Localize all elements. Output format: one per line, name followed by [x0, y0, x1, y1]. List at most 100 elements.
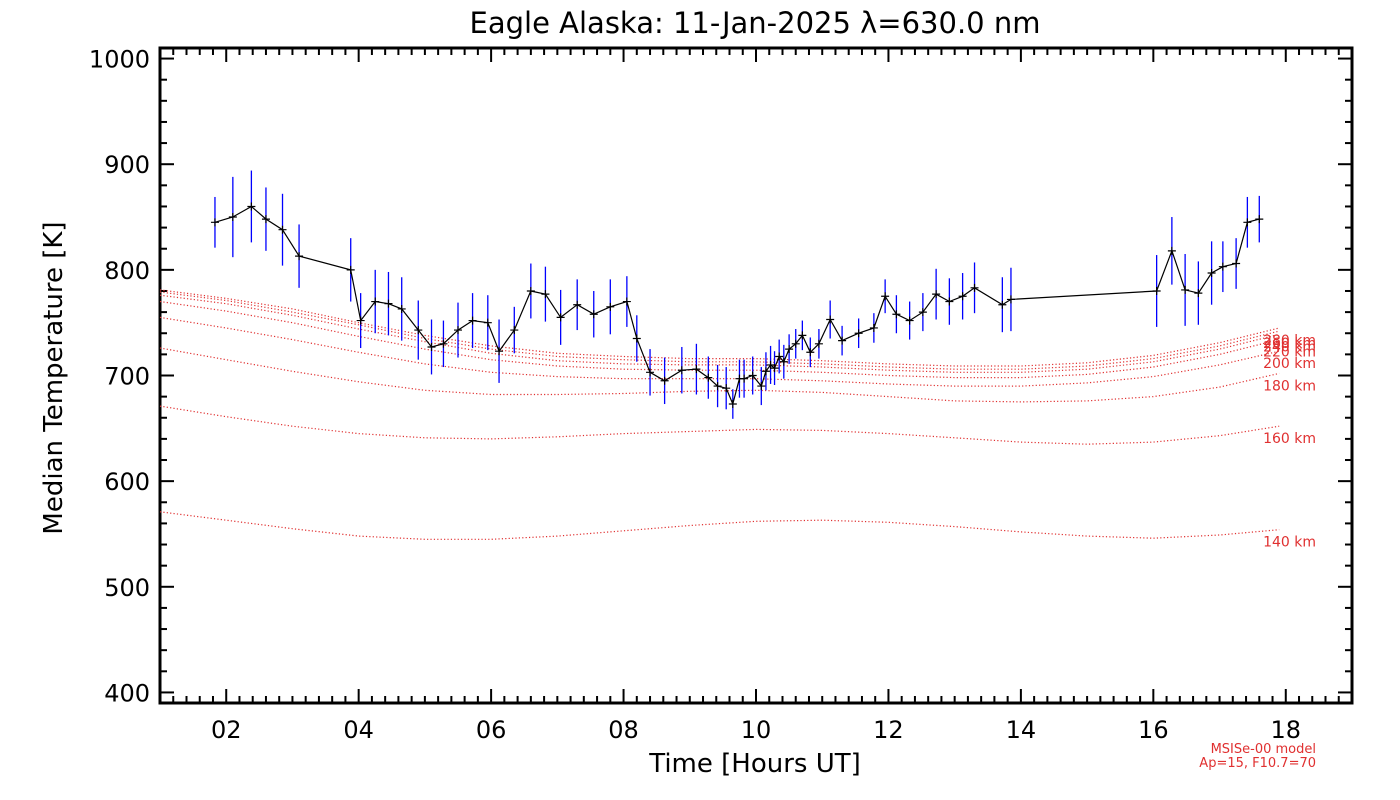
data-point	[757, 382, 766, 391]
data-point	[247, 202, 256, 211]
y-tick-label: 700	[104, 363, 150, 391]
model-curve-label: 200 km	[1263, 356, 1316, 372]
data-point	[483, 318, 492, 327]
x-tick-label: 16	[1138, 716, 1169, 744]
data-point	[970, 283, 979, 292]
data-point	[748, 371, 757, 380]
data-point	[692, 365, 701, 374]
x-axis-label: Time [Hours UT]	[648, 749, 861, 779]
data-point	[1255, 215, 1264, 224]
data-point	[881, 292, 890, 301]
data-point	[278, 225, 287, 234]
x-tick-label: 14	[1006, 716, 1037, 744]
x-tick-label: 02	[211, 716, 242, 744]
model-curve	[159, 300, 1280, 379]
data-point	[791, 339, 800, 348]
data-point	[210, 218, 219, 227]
data-point	[814, 339, 823, 348]
model-label-line1: MSISe-00 model	[1211, 742, 1316, 757]
data-point	[1194, 289, 1203, 298]
data-point	[439, 339, 448, 348]
axis-ticks	[159, 48, 1353, 703]
y-tick-label: 1000	[89, 46, 150, 74]
data-point	[660, 376, 669, 385]
data-point	[556, 313, 565, 322]
data-point	[775, 352, 784, 361]
data-point	[838, 336, 847, 345]
data-point	[468, 316, 477, 325]
y-tick-label: 600	[104, 468, 150, 496]
model-curve	[159, 294, 1280, 373]
model-curve	[159, 347, 1280, 403]
model-curve-label: 220 km	[1263, 345, 1316, 361]
measured-line	[214, 205, 1260, 406]
data-point	[495, 347, 504, 356]
data-point	[740, 374, 749, 383]
model-curve	[159, 511, 1280, 540]
data-point	[427, 342, 436, 351]
data-point	[295, 252, 304, 261]
model-curve-label: 180 km	[1263, 378, 1316, 394]
data-point	[826, 315, 835, 324]
data-point	[1152, 286, 1161, 295]
data-point	[397, 304, 406, 313]
y-tick-label: 400	[104, 679, 150, 707]
model-curve-label: 140 km	[1263, 535, 1316, 551]
model-label-line2: Ap=15, F10.7=70	[1199, 756, 1316, 771]
data-point	[998, 300, 1007, 309]
data-point	[905, 316, 914, 325]
data-point	[869, 323, 878, 332]
data-point	[371, 297, 380, 306]
x-tick-labels: 02 04 06 08 10 12 14 16 18	[211, 716, 1301, 744]
data-point	[573, 300, 582, 309]
x-tick-label: 18	[1271, 716, 1302, 744]
data-point	[510, 326, 519, 335]
data-point	[728, 400, 737, 409]
y-tick-label: 900	[104, 151, 150, 179]
data-point	[622, 297, 631, 306]
chart-title: Eagle Alaska: 11-Jan-2025 λ=630.0 nm	[470, 6, 1041, 40]
model-curve	[159, 316, 1280, 387]
model-curves	[159, 289, 1280, 540]
data-point	[1207, 269, 1216, 278]
data-point	[779, 357, 788, 366]
data-point	[713, 382, 722, 391]
model-curve	[159, 405, 1280, 445]
data-point	[606, 302, 615, 311]
data-point	[632, 334, 641, 343]
data-point	[806, 348, 815, 357]
data-point	[1181, 285, 1190, 294]
data-point	[356, 316, 365, 325]
x-tick-label: 08	[608, 716, 639, 744]
data-point	[958, 292, 967, 301]
model-curve-label: 280 km	[1263, 333, 1316, 349]
data-point	[1167, 246, 1176, 255]
data-point	[384, 299, 393, 308]
x-tick-label: 06	[476, 716, 507, 744]
x-tick-label: 04	[343, 716, 374, 744]
data-point	[454, 326, 462, 335]
model-curve	[159, 289, 1280, 367]
data-point	[261, 215, 270, 224]
x-tick-label: 10	[741, 716, 772, 744]
y-axis-label: Median Temperature [K]	[39, 221, 69, 534]
data-point	[589, 310, 598, 319]
x-tick-label: 12	[873, 716, 904, 744]
data-point	[526, 286, 535, 295]
measured-series	[210, 202, 1264, 409]
y-tick-label: 500	[104, 574, 150, 602]
data-point	[1243, 218, 1252, 227]
data-point	[785, 345, 794, 354]
data-point	[646, 368, 655, 377]
model-curve-label: 240 km	[1263, 339, 1316, 355]
data-point	[1006, 295, 1015, 304]
data-point	[945, 297, 954, 306]
data-point	[770, 364, 779, 373]
data-point	[704, 373, 713, 382]
y-tick-label: 800	[104, 257, 150, 285]
data-point	[854, 329, 863, 338]
model-curve	[159, 291, 1280, 370]
model-curve-label: 260 km	[1263, 336, 1316, 352]
